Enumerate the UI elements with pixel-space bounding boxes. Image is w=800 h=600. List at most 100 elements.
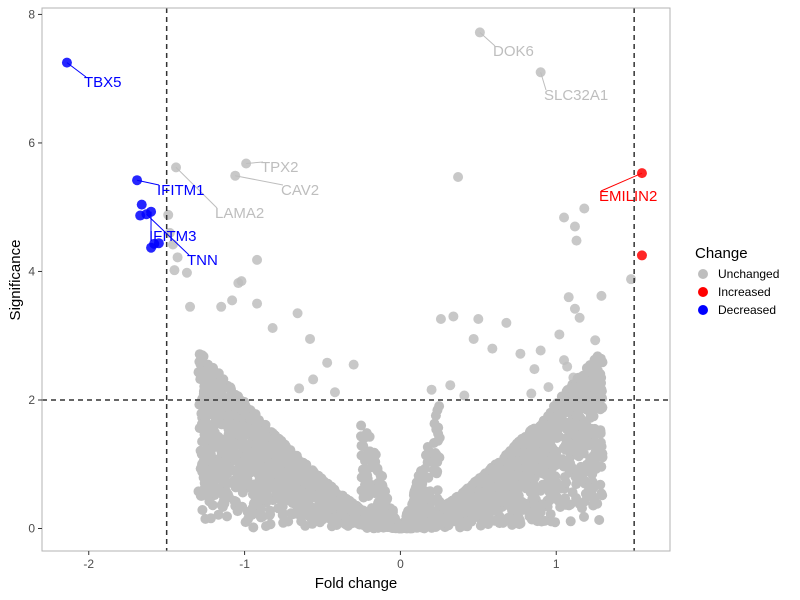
cloud-point [430, 518, 441, 529]
cloud-point [566, 396, 577, 407]
cloud-point [532, 516, 543, 526]
cloud-point [432, 405, 443, 416]
cloud-point [387, 523, 398, 533]
point-decreased [135, 210, 146, 221]
cloud-point [224, 463, 235, 474]
label-leader-line [235, 175, 284, 186]
cloud-point [579, 511, 589, 522]
cloud-point [379, 500, 390, 511]
cloud-point [596, 488, 607, 499]
cloud-point [578, 380, 589, 391]
x-tick-label: 1 [553, 557, 560, 571]
point-unchanged [571, 235, 582, 246]
cloud-point [585, 489, 596, 500]
cloud-point [280, 469, 291, 480]
cloud-point [466, 515, 476, 526]
cloud-point [294, 461, 305, 472]
cloud-point [289, 481, 300, 492]
cloud-point [248, 412, 259, 423]
y-tick-label: 0 [28, 522, 35, 536]
cloud-point [225, 382, 236, 393]
cloud-point [202, 430, 213, 441]
cloud-point [203, 419, 214, 430]
point-unchanged [252, 254, 263, 265]
cloud-point [208, 458, 219, 469]
cloud-point [367, 455, 378, 466]
y-axis-title: Significance [7, 240, 24, 321]
cloud-point [536, 432, 546, 443]
point-unchanged [169, 265, 180, 276]
point-unchanged [305, 333, 316, 344]
y-tick-label: 8 [28, 7, 35, 21]
cloud-point [306, 491, 317, 502]
cloud-point [581, 389, 592, 400]
cloud-point [595, 427, 606, 438]
point-unchanged [515, 348, 526, 359]
cloud-point [432, 457, 443, 468]
cloud-point [492, 481, 503, 492]
cloud-point [271, 468, 282, 479]
cloud-point [561, 499, 571, 510]
cloud-point [356, 420, 367, 431]
cloud-point [337, 490, 348, 501]
point-unchanged [172, 252, 183, 263]
cloud-point [480, 500, 491, 511]
cloud-point [560, 457, 571, 468]
cloud-point [344, 515, 355, 526]
x-axis-title: Fold change [315, 575, 398, 592]
label-leader-line [246, 161, 264, 165]
cloud-point [488, 504, 499, 514]
cloud-point [200, 468, 211, 478]
cloud-point [377, 481, 388, 492]
cloud-point [588, 438, 599, 448]
cloud-point [558, 442, 569, 453]
cloud-point [456, 516, 467, 527]
cloud-point [525, 472, 536, 483]
cloud-point [309, 510, 320, 521]
cloud-point [539, 447, 550, 457]
cloud-point [241, 479, 252, 490]
point-unchanged [562, 361, 573, 372]
legend-key-unchanged [698, 269, 708, 279]
legend-title: Change [695, 245, 748, 262]
cloud-point [223, 412, 234, 423]
point-unchanged [329, 387, 340, 398]
label-leader-line [146, 213, 190, 256]
cloud-point [536, 424, 547, 435]
cloud-point [300, 520, 311, 531]
cloud-point [444, 501, 455, 512]
cloud-point [213, 509, 224, 520]
point-unchanged [568, 372, 579, 383]
cloud-point [362, 470, 373, 481]
cloud-point [425, 486, 436, 497]
cloud-point [432, 485, 443, 496]
cloud-point [474, 473, 485, 484]
cloud-point [278, 517, 289, 528]
cloud-point [347, 498, 358, 509]
cloud-point [199, 478, 210, 488]
cloud-point [488, 467, 499, 478]
cloud-point [286, 508, 297, 519]
cloud-point [449, 509, 460, 520]
legend-entry-decreased: Decreased [698, 303, 776, 317]
cloud-point [595, 404, 606, 415]
cloud-point [502, 480, 513, 491]
gene-label-tbx5: TBX5 [84, 74, 122, 91]
x-tick-label: 0 [397, 557, 404, 571]
cloud-point [504, 473, 515, 484]
label-leader-line [479, 32, 496, 47]
point-unchanged [487, 343, 498, 354]
point-unchanged [459, 390, 470, 401]
cloud-point [549, 401, 559, 412]
label-leader-line [600, 172, 643, 192]
cloud-point [572, 439, 583, 450]
cloud-point [313, 481, 324, 492]
point-unchanged [473, 314, 484, 325]
cloud-point [581, 420, 592, 431]
point-decreased [153, 238, 164, 249]
cloud-point [202, 376, 212, 387]
cloud-point [433, 422, 444, 433]
cloud-point [279, 439, 290, 450]
cloud-point [356, 485, 367, 496]
